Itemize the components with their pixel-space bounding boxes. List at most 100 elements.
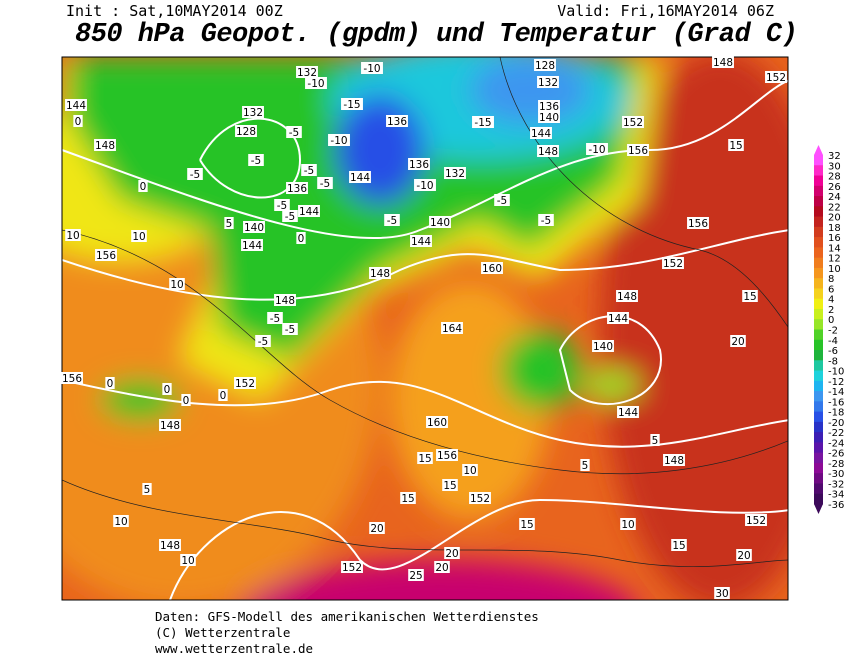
temperature-field	[62, 57, 788, 600]
contour-label: 144	[531, 128, 551, 140]
label-box	[530, 127, 552, 139]
legend-swatch	[814, 165, 823, 177]
legend-label: 2	[828, 305, 834, 316]
legend-label: -18	[828, 408, 844, 419]
contour-label: 144	[608, 313, 628, 325]
label-box	[537, 145, 559, 157]
contour-label: 136	[409, 159, 429, 171]
legend-arrow	[814, 145, 823, 155]
legend-label: 24	[828, 192, 841, 203]
contour-label: -5	[258, 336, 268, 348]
label-box	[162, 383, 172, 395]
contour-label: 148	[370, 268, 390, 280]
legend-swatch	[814, 401, 823, 413]
contour-label: 132	[243, 107, 263, 119]
legend-label: 26	[828, 182, 841, 193]
label-box	[429, 216, 451, 228]
legend-label: 4	[828, 295, 834, 306]
label-box	[328, 134, 350, 146]
label-box	[469, 492, 491, 504]
label-box	[617, 406, 639, 418]
label-box	[169, 278, 185, 290]
contour-label: -5	[285, 324, 295, 336]
contour-label: 156	[96, 250, 116, 262]
legend-label: -8	[828, 356, 838, 367]
color-legend: 32302826242220181614121086420-2-4-6-8-10…	[814, 145, 844, 514]
label-box	[341, 561, 363, 573]
contour-label: -5	[304, 165, 314, 177]
legend-swatch	[814, 216, 823, 228]
legend-swatch	[814, 493, 823, 505]
contour-label: 144	[242, 240, 262, 252]
legend-label: 30	[828, 161, 841, 172]
label-box	[538, 111, 560, 123]
label-box	[267, 312, 283, 324]
label-box	[361, 62, 383, 74]
contour-label: 140	[539, 112, 559, 124]
label-box	[65, 229, 81, 241]
contour-label: 132	[297, 67, 317, 79]
label-box	[369, 267, 391, 279]
contour-label: 0	[75, 116, 82, 128]
legend-label: -10	[828, 367, 844, 378]
legend-swatch	[814, 278, 823, 289]
label-box	[538, 214, 554, 226]
contour-label: 132	[445, 168, 465, 180]
contour-label: -15	[343, 99, 360, 111]
label-box	[444, 167, 466, 179]
contour-label: 20	[435, 562, 448, 574]
label-box	[400, 492, 416, 504]
label-box	[180, 554, 196, 566]
contour-label: -10	[363, 63, 380, 75]
contour-label: 156	[437, 450, 457, 462]
label-box	[410, 235, 432, 247]
legend-swatch	[814, 247, 823, 259]
label-box	[241, 239, 263, 251]
contour-label: -5	[285, 211, 295, 223]
label-box	[94, 139, 116, 151]
legend-swatch	[814, 288, 823, 300]
contour-label: 15	[401, 493, 414, 505]
contour-label: 148	[95, 140, 115, 152]
label-box	[586, 143, 608, 155]
legend-label: -28	[828, 459, 844, 470]
legend-label: -20	[828, 418, 844, 429]
label-box	[73, 115, 83, 127]
contour-label: 10	[181, 555, 194, 567]
label-box	[408, 158, 430, 170]
legend-swatch	[814, 206, 823, 218]
contour-label: 148	[713, 57, 733, 69]
legend-swatch	[814, 370, 823, 382]
label-box	[607, 312, 629, 324]
legend-swatch	[814, 452, 823, 464]
contour-label: 132	[538, 77, 558, 89]
contour-label: 152	[766, 72, 786, 84]
contour-label: 128	[236, 126, 256, 138]
contour-label: 10	[170, 279, 183, 291]
label-box	[65, 99, 87, 111]
legend-swatch	[814, 432, 823, 443]
legend-swatch	[814, 421, 823, 433]
legend-swatch	[814, 380, 823, 392]
legend-swatch	[814, 257, 823, 269]
footer-line: (C) Wetterzentrale	[155, 625, 291, 640]
label-box	[462, 464, 478, 476]
label-box	[616, 290, 638, 302]
legend-label: -16	[828, 397, 844, 408]
legend-swatch	[814, 319, 823, 330]
label-box	[663, 454, 685, 466]
label-box	[61, 372, 83, 384]
legend-label: 0	[828, 315, 834, 326]
label-box	[472, 116, 494, 128]
label-box	[728, 139, 744, 151]
label-box	[671, 539, 687, 551]
legend-label: -34	[828, 490, 844, 501]
label-box	[442, 479, 458, 491]
label-box	[519, 518, 535, 530]
label-box	[417, 452, 433, 464]
legend-label: -12	[828, 377, 844, 388]
label-box	[592, 340, 614, 352]
label-box	[138, 180, 148, 192]
legend-swatch	[814, 483, 823, 495]
